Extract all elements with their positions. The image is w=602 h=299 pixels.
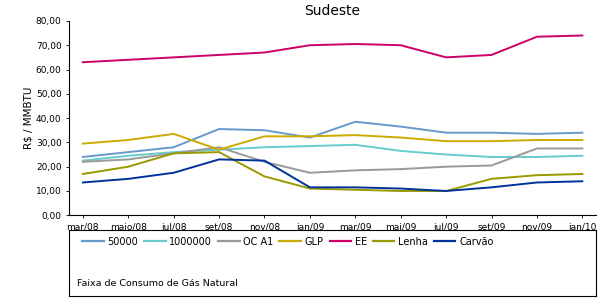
Legend: 50000, 1000000, OC A1, GLP, EE, Lenha, Carvão: 50000, 1000000, OC A1, GLP, EE, Lenha, C… (79, 234, 497, 250)
Text: Faixa de Consumo de Gás Natural: Faixa de Consumo de Gás Natural (77, 279, 238, 288)
Title: Sudeste: Sudeste (305, 4, 361, 18)
Y-axis label: R$ / MMBTU: R$ / MMBTU (23, 87, 33, 149)
